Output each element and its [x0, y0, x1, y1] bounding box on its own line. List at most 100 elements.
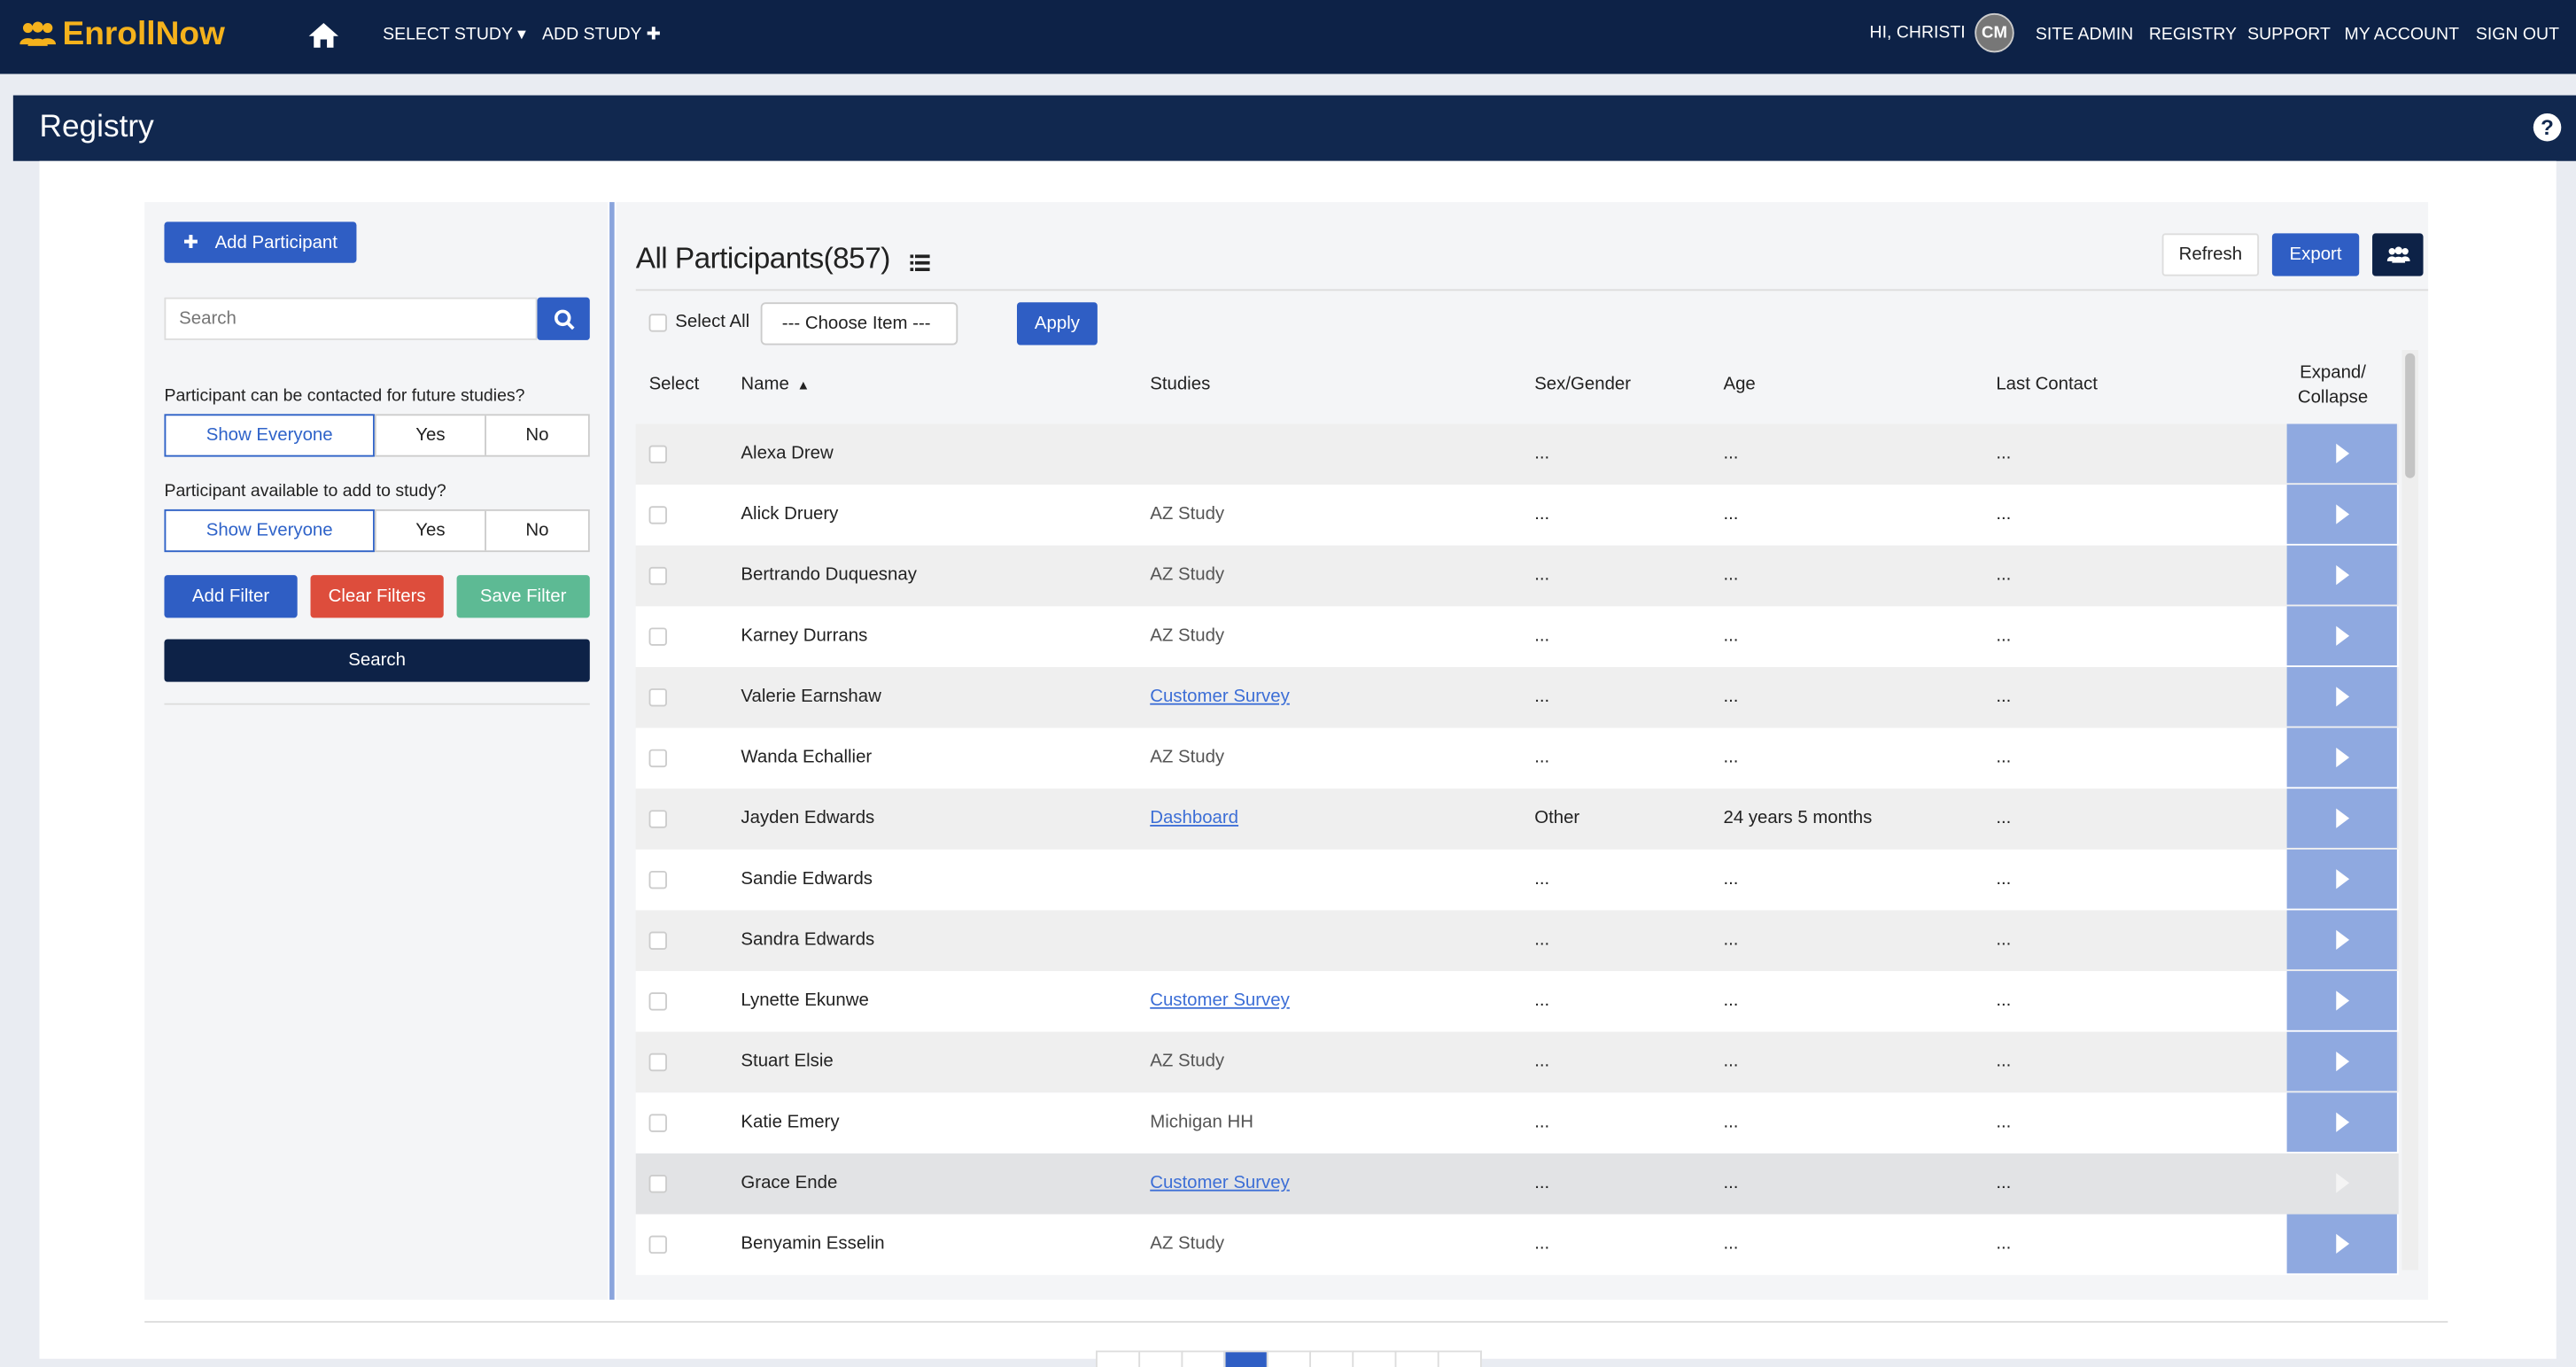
row-checkbox[interactable] — [648, 445, 667, 463]
triangle — [2336, 1233, 2350, 1254]
age: ... — [1723, 929, 1739, 950]
participants-panel: All Participants(857) Refresh Export Sel… — [616, 202, 2429, 1300]
nav-link[interactable]: SITE ADMIN — [2035, 24, 2134, 45]
study: AZ Study — [1150, 1051, 1225, 1072]
apply-button[interactable]: Apply — [1016, 302, 1098, 346]
expand-icon — [2336, 747, 2350, 768]
expand-button[interactable] — [2286, 971, 2397, 1030]
column-header[interactable]: Name — [741, 374, 789, 395]
sort-icon: ▲ — [796, 377, 811, 393]
menu-select-study[interactable]: SELECT STUDY ▾ — [383, 24, 526, 45]
study-link[interactable]: Customer Survey — [1150, 687, 1290, 707]
triangle — [2336, 625, 2350, 646]
search-button[interactable]: Search — [164, 639, 590, 682]
expand-button[interactable] — [2286, 485, 2397, 544]
select-all-checkbox[interactable] — [648, 314, 667, 332]
row-checkbox[interactable] — [648, 1235, 667, 1254]
greeting: HI, CHRISTI — [1869, 22, 1966, 43]
row-checkbox[interactable] — [648, 810, 667, 828]
list-icon[interactable] — [910, 253, 930, 272]
bulk-action-select[interactable]: --- Choose Item --- — [760, 302, 958, 346]
expand-button[interactable] — [2286, 1031, 2397, 1091]
triangle — [2336, 564, 2350, 586]
column-header: Expand/ Collapse — [2297, 362, 2369, 408]
expand-icon — [2336, 625, 2350, 646]
table-row: Alick Druery AZ Study......... — [635, 485, 2399, 546]
filter-toggle: Show Everyone Yes No — [164, 509, 590, 553]
export-button[interactable]: Export — [2271, 233, 2360, 276]
nav-link[interactable]: REGISTRY — [2148, 24, 2238, 45]
sex-gender: ... — [1534, 687, 1550, 707]
filter-option[interactable]: Yes — [374, 416, 485, 455]
filter-option[interactable]: No — [485, 416, 588, 455]
filter-option[interactable]: Show Everyone — [164, 414, 375, 457]
expand-button[interactable] — [2286, 666, 2397, 726]
expand-button[interactable] — [2286, 788, 2397, 848]
row-checkbox[interactable] — [648, 566, 667, 586]
expand-button[interactable] — [2286, 849, 2397, 909]
expand-button[interactable] — [2286, 606, 2397, 666]
row-checkbox[interactable] — [648, 1114, 667, 1132]
row-checkbox[interactable] — [648, 627, 667, 646]
separator — [635, 289, 2429, 291]
expand-button[interactable] — [2286, 545, 2397, 605]
help-icon[interactable]: ? — [2533, 113, 2562, 142]
participant-name: Jayden Edwards — [741, 808, 875, 828]
add-participant-button[interactable]: ✚ Add Participant — [164, 221, 357, 263]
expand-icon — [2336, 504, 2350, 524]
search-icon-button[interactable] — [537, 297, 590, 340]
expand-button[interactable] — [2286, 910, 2397, 970]
brand[interactable]: EnrollNow — [62, 16, 225, 53]
save-filter-button[interactable]: Save Filter — [456, 575, 590, 618]
row-checkbox[interactable] — [648, 1175, 667, 1193]
last-contact: ... — [1996, 504, 2012, 524]
row-checkbox[interactable] — [648, 931, 667, 950]
row-checkbox[interactable] — [648, 688, 667, 707]
row-checkbox[interactable] — [648, 992, 667, 1011]
sidebar: ✚Add Participant Participant can be cont… — [144, 202, 609, 1300]
group-button[interactable] — [2372, 233, 2424, 276]
filter-option[interactable]: Show Everyone — [164, 509, 375, 553]
avatar[interactable]: CM — [1975, 12, 2014, 53]
clear-filters-button[interactable]: Clear Filters — [310, 575, 444, 618]
row-checkbox[interactable] — [648, 749, 667, 768]
add-filter-button[interactable]: Add Filter — [164, 575, 298, 618]
row-checkbox[interactable] — [648, 506, 667, 524]
expand-button[interactable] — [2286, 1092, 2397, 1153]
expand-button[interactable] — [2286, 1214, 2397, 1274]
study-link[interactable]: Customer Survey — [1150, 990, 1290, 1011]
refresh-button[interactable]: Refresh — [2161, 233, 2260, 276]
page-title: Registry — [39, 110, 154, 145]
column-header: Sex/Gender — [1534, 374, 1632, 395]
study-link[interactable]: Customer Survey — [1150, 1173, 1290, 1193]
filter-option[interactable]: Yes — [374, 510, 485, 551]
last-contact: ... — [1996, 1173, 2012, 1193]
menu-add-study[interactable]: ADD STUDY ✚ — [542, 24, 661, 45]
nav-link[interactable]: SIGN OUT — [2475, 24, 2560, 45]
expand-button[interactable] — [2286, 423, 2397, 484]
age: ... — [1723, 625, 1739, 646]
age: ... — [1723, 504, 1739, 524]
participant-name: Sandie Edwards — [741, 869, 873, 889]
expand-icon — [2336, 1233, 2350, 1254]
nav-link[interactable]: SUPPORT — [2247, 24, 2331, 45]
home-icon[interactable] — [307, 21, 340, 50]
scrollbar[interactable] — [2401, 350, 2418, 1270]
expand-button[interactable] — [2287, 1153, 2397, 1213]
sex-gender: ... — [1534, 1233, 1550, 1254]
row-checkbox[interactable] — [648, 870, 667, 889]
sex-gender: ... — [1534, 929, 1550, 950]
row-checkbox[interactable] — [648, 1052, 667, 1072]
study: AZ Study — [1150, 1233, 1225, 1254]
filter-option[interactable]: No — [485, 510, 588, 551]
nav-link[interactable]: MY ACCOUNT — [2344, 24, 2460, 45]
search-input[interactable] — [164, 297, 538, 340]
expand-icon — [2336, 564, 2350, 586]
page-header: Registry ? — [12, 95, 2576, 161]
column-header: Age — [1723, 374, 1756, 395]
expand-button[interactable] — [2286, 727, 2397, 788]
scroll-thumb[interactable] — [2405, 353, 2416, 478]
study-link[interactable]: Dashboard — [1150, 808, 1239, 828]
